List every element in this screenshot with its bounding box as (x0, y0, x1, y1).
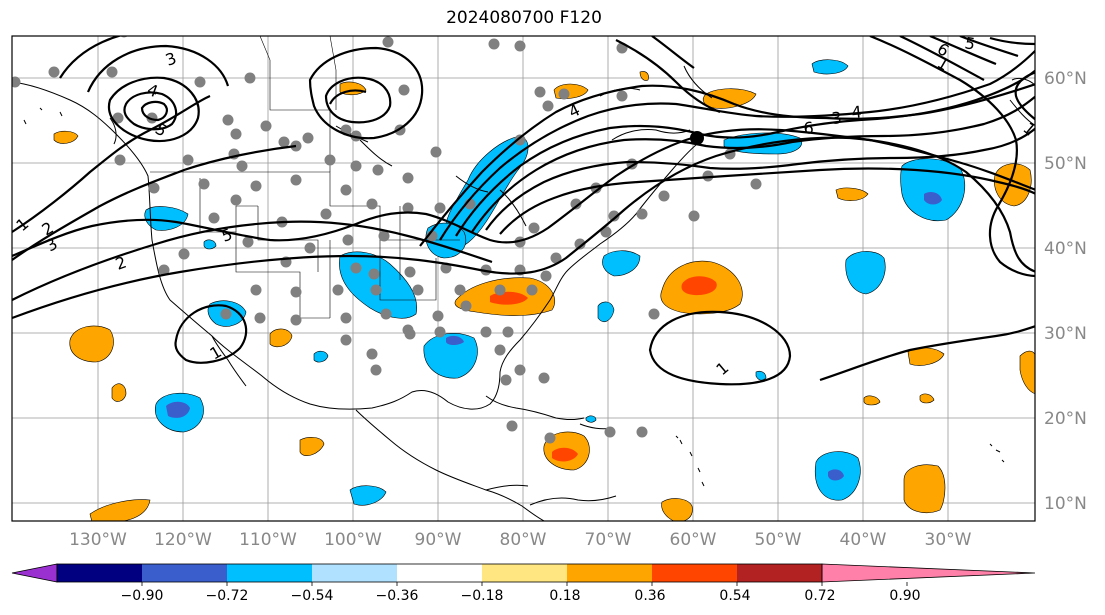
colorbar-tick-label: 0.72 (804, 588, 835, 604)
colorbar-segment (482, 564, 567, 582)
colorbar-segment (57, 564, 142, 582)
colorbar-segment (227, 564, 312, 582)
positive-anomaly-fills (53, 71, 1035, 521)
colorbar-extend-max (821, 563, 1036, 583)
colorbar-segment (567, 564, 652, 582)
colorbar-segment (397, 564, 482, 582)
lon-label: 120°W (154, 530, 212, 550)
station-markers (12, 36, 762, 444)
lon-label: 90°W (415, 530, 462, 550)
lon-label: 60°W (670, 530, 717, 550)
contour-lines (12, 36, 1035, 386)
map-frame (11, 35, 1036, 522)
longitude-labels: 130°W 120°W 110°W 100°W 90°W 80°W 70°W 6… (69, 530, 972, 550)
contour-label: 5 (963, 33, 976, 53)
lon-label: 110°W (239, 530, 297, 550)
colorbar-segment (142, 564, 227, 582)
colorbar-tick-label: 0.18 (549, 588, 580, 604)
contour-label: 6 (803, 118, 815, 138)
lat-label: 50°N (1044, 154, 1087, 174)
colorbar-outline (56, 563, 823, 583)
colorbar-segment (312, 564, 397, 582)
contour-label: 4 (851, 102, 863, 122)
lat-label: 10°N (1044, 494, 1087, 514)
lon-label: 40°W (840, 530, 887, 550)
lat-label: 30°N (1044, 324, 1087, 344)
lon-label: 70°W (585, 530, 632, 550)
lat-label: 60°N (1044, 69, 1087, 89)
colorbar-segment (737, 564, 822, 582)
lon-label: 50°W (755, 530, 802, 550)
colorbar-extend-min (11, 563, 58, 583)
colorbar-segment (652, 564, 737, 582)
colorbar-ticks: −0.90 −0.72 −0.54 −0.36 −0.18 0.18 0.36 … (121, 588, 921, 604)
lon-label: 80°W (500, 530, 547, 550)
contour-label: 3 (831, 108, 843, 128)
lat-label: 20°N (1044, 409, 1087, 429)
colorbar-tick-label: 0.36 (634, 588, 665, 604)
colorbar-tick-label: 0.90 (889, 588, 920, 604)
colorbar-tick-label: 0.54 (719, 588, 750, 604)
colorbar-tick-label: −0.54 (291, 588, 334, 604)
latitude-labels: 60°N 50°N 40°N 30°N 20°N 10°N (1044, 69, 1087, 514)
colorbar (11, 563, 1036, 586)
colorbar-tick-label: −0.18 (461, 588, 504, 604)
lon-label: 130°W (69, 530, 127, 550)
map-title: 2024080700 F120 (446, 8, 602, 28)
colorbar-tick-label: −0.90 (121, 588, 164, 604)
lon-label: 30°W (925, 530, 972, 550)
colorbar-tick-label: −0.36 (376, 588, 419, 604)
colorbar-tick-label: −0.72 (206, 588, 249, 604)
negative-anomaly-fills (144, 59, 966, 506)
low-center-marker (690, 131, 704, 145)
lat-label: 40°N (1044, 239, 1087, 259)
lon-label: 100°W (324, 530, 382, 550)
